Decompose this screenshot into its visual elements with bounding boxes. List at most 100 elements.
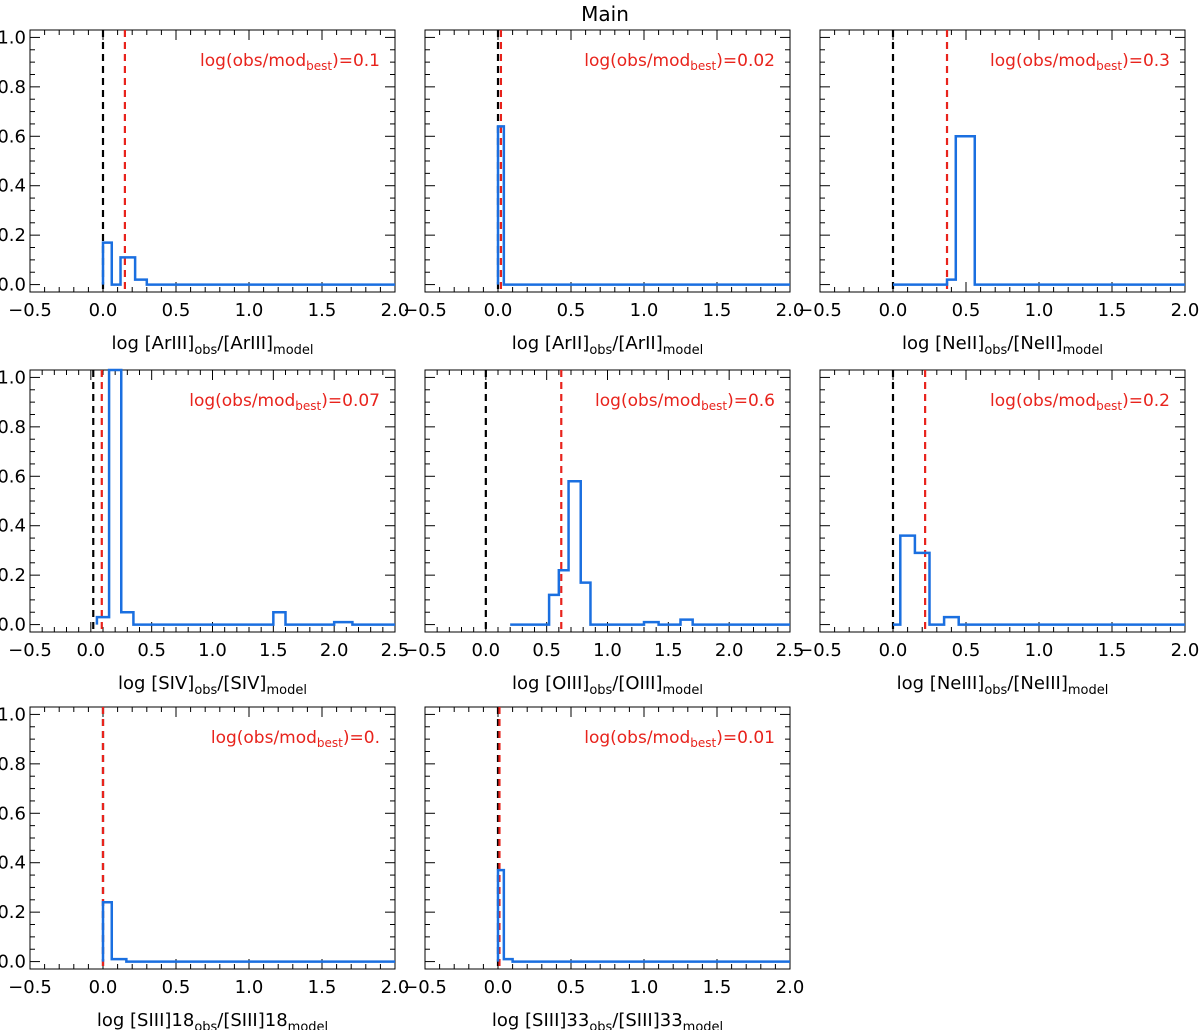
x-tick-label: 1.5 xyxy=(259,640,288,661)
x-tick-label: 0.5 xyxy=(952,640,981,661)
figure-title: Main xyxy=(581,2,629,26)
best-model-annotation: log(obs/modbest)=0.07 xyxy=(189,391,380,413)
y-tick-label: 0.4 xyxy=(0,176,26,197)
x-tick-label: 1.5 xyxy=(308,977,337,998)
y-tick-label: 0.8 xyxy=(0,417,26,438)
x-tick-label: 0.0 xyxy=(472,640,501,661)
x-tick-label: 0.5 xyxy=(952,300,981,321)
histogram-panel-6: −0.5 0.0 0.5 1.0 1.5 2.0 log(obs/modbest)=0.2 l… xyxy=(798,369,1200,698)
y-tick-label: 0.6 xyxy=(0,803,26,824)
x-tick-label: 1.0 xyxy=(630,977,659,998)
x-tick-label: 0.5 xyxy=(532,640,561,661)
histogram-panel-5: −0.5 0.0 0.5 1.0 1.5 2.0 2.5 log(obs/modbest)=0… xyxy=(403,369,805,698)
x-tick-label: 0.0 xyxy=(89,977,118,998)
x-tick-label: −0.5 xyxy=(8,300,52,321)
x-tick-label: 0.0 xyxy=(484,977,513,998)
x-tick-label: −0.5 xyxy=(8,640,52,661)
x-axis-label: log [SIV]obs/[SIV]model xyxy=(118,673,307,698)
y-tick-label: 1.0 xyxy=(0,704,26,725)
y-tick-label: 0.0 xyxy=(0,952,26,973)
y-tick-label: 1.0 xyxy=(0,367,26,388)
x-tick-label: 2.5 xyxy=(776,640,805,661)
x-axis-label: log [ArIII]obs/[ArIII]model xyxy=(111,333,313,358)
x-axis-label: log [NeIII]obs/[NeIII]model xyxy=(897,673,1109,698)
y-tick-label: 0.2 xyxy=(0,902,26,923)
histogram-steps xyxy=(893,135,1185,286)
x-tick-label: 1.5 xyxy=(703,977,732,998)
histogram-steps xyxy=(101,901,395,963)
x-tick-label: 0.5 xyxy=(137,640,166,661)
x-tick-label: 0.5 xyxy=(557,977,586,998)
x-tick-label: 2.0 xyxy=(320,640,349,661)
histogram-steps xyxy=(496,868,790,963)
histogram-steps xyxy=(510,479,790,626)
x-tick-label: −0.5 xyxy=(798,640,842,661)
x-tick-label: −0.5 xyxy=(403,300,447,321)
histogram-panel-8: −0.5 0.0 0.5 1.0 1.5 2.0 log(obs/modbest)=0.01… xyxy=(403,706,805,1030)
y-tick-label: 1.0 xyxy=(0,27,26,48)
histogram-panel-3: −0.5 0.0 0.5 1.0 1.5 2.0 log(obs/modbest)=0.3 l… xyxy=(798,29,1200,358)
histogram-steps xyxy=(496,125,790,286)
x-tick-label: 0.5 xyxy=(557,300,586,321)
y-tick-label: 0.8 xyxy=(0,77,26,98)
x-tick-label: 2.0 xyxy=(1171,300,1200,321)
x-tick-label: −0.5 xyxy=(8,977,52,998)
best-model-annotation: log(obs/modbest)=0.3 xyxy=(990,51,1170,73)
x-tick-label: 1.0 xyxy=(630,300,659,321)
x-tick-label: 0.0 xyxy=(77,640,106,661)
x-tick-label: 1.5 xyxy=(654,640,683,661)
panel-grid: −0.5 0.0 0.5 1.0 1.5 2.0 0.0 0.2 0.4 0.6 0.8 1.0 log… xyxy=(0,27,1199,1030)
y-tick-label: 0.6 xyxy=(0,466,26,487)
x-tick-label: 1.5 xyxy=(1098,640,1127,661)
x-axis-label: log [SIII]33obs/[SIII]33model xyxy=(492,1010,723,1030)
y-tick-label: 0.4 xyxy=(0,853,26,874)
y-tick-label: 0.0 xyxy=(0,615,26,636)
x-tick-label: 2.0 xyxy=(776,977,805,998)
y-tick-label: 0.6 xyxy=(0,126,26,147)
y-tick-label: 0.2 xyxy=(0,225,26,246)
best-model-annotation: log(obs/modbest)=0.01 xyxy=(584,728,775,750)
y-tick-label: 0.8 xyxy=(0,754,26,775)
histogram-panel-2: −0.5 0.0 0.5 1.0 1.5 2.0 log(obs/modbest)=0.02… xyxy=(403,29,805,358)
x-tick-label: −0.5 xyxy=(403,977,447,998)
x-tick-label: 1.0 xyxy=(1025,640,1054,661)
y-tick-label: 0.0 xyxy=(0,275,26,296)
x-tick-label: 1.5 xyxy=(703,300,732,321)
y-tick-label: 0.4 xyxy=(0,516,26,537)
x-tick-label: 1.0 xyxy=(235,977,264,998)
x-tick-label: 2.0 xyxy=(381,977,410,998)
x-axis-label: log [ArII]obs/[ArII]model xyxy=(512,333,703,358)
x-tick-label: 0.5 xyxy=(162,300,191,321)
x-axis-label: log [NeII]obs/[NeII]model xyxy=(902,333,1103,358)
x-axis-label: log [SIII]18obs/[SIII]18model xyxy=(97,1010,328,1030)
x-tick-label: 0.0 xyxy=(879,300,908,321)
histogram-panel-4: −0.5 0.0 0.5 1.0 1.5 2.0 2.5 0.0 0.2 0.4 0.6 0.8 1.0… xyxy=(0,367,409,698)
best-model-annotation: log(obs/modbest)=0.1 xyxy=(200,51,380,73)
x-tick-label: 2.0 xyxy=(715,640,744,661)
best-model-annotation: log(obs/modbest)=0. xyxy=(211,728,380,750)
histogram-steps xyxy=(101,241,395,286)
x-tick-label: 1.0 xyxy=(1025,300,1054,321)
x-tick-label: 1.5 xyxy=(1098,300,1127,321)
x-tick-label: −0.5 xyxy=(403,640,447,661)
best-model-annotation: log(obs/modbest)=0.2 xyxy=(990,391,1170,413)
x-tick-label: 0.5 xyxy=(162,977,191,998)
x-tick-label: 0.0 xyxy=(484,300,513,321)
histogram-steps xyxy=(95,368,395,626)
x-tick-label: 2.0 xyxy=(381,300,410,321)
x-tick-label: 1.0 xyxy=(198,640,227,661)
histogram-steps xyxy=(893,534,1185,626)
x-tick-label: 2.0 xyxy=(776,300,805,321)
best-model-annotation: log(obs/modbest)=0.02 xyxy=(584,51,775,73)
x-axis-label: log [OIII]obs/[OIII]model xyxy=(512,673,703,698)
best-model-annotation: log(obs/modbest)=0.6 xyxy=(595,391,775,413)
x-tick-label: 2.0 xyxy=(1171,640,1200,661)
x-tick-label: 1.0 xyxy=(593,640,622,661)
x-tick-label: 2.5 xyxy=(381,640,410,661)
x-tick-label: 1.0 xyxy=(235,300,264,321)
x-tick-label: 1.5 xyxy=(308,300,337,321)
x-tick-label: 0.0 xyxy=(879,640,908,661)
y-tick-label: 0.2 xyxy=(0,565,26,586)
x-tick-label: 0.0 xyxy=(89,300,118,321)
